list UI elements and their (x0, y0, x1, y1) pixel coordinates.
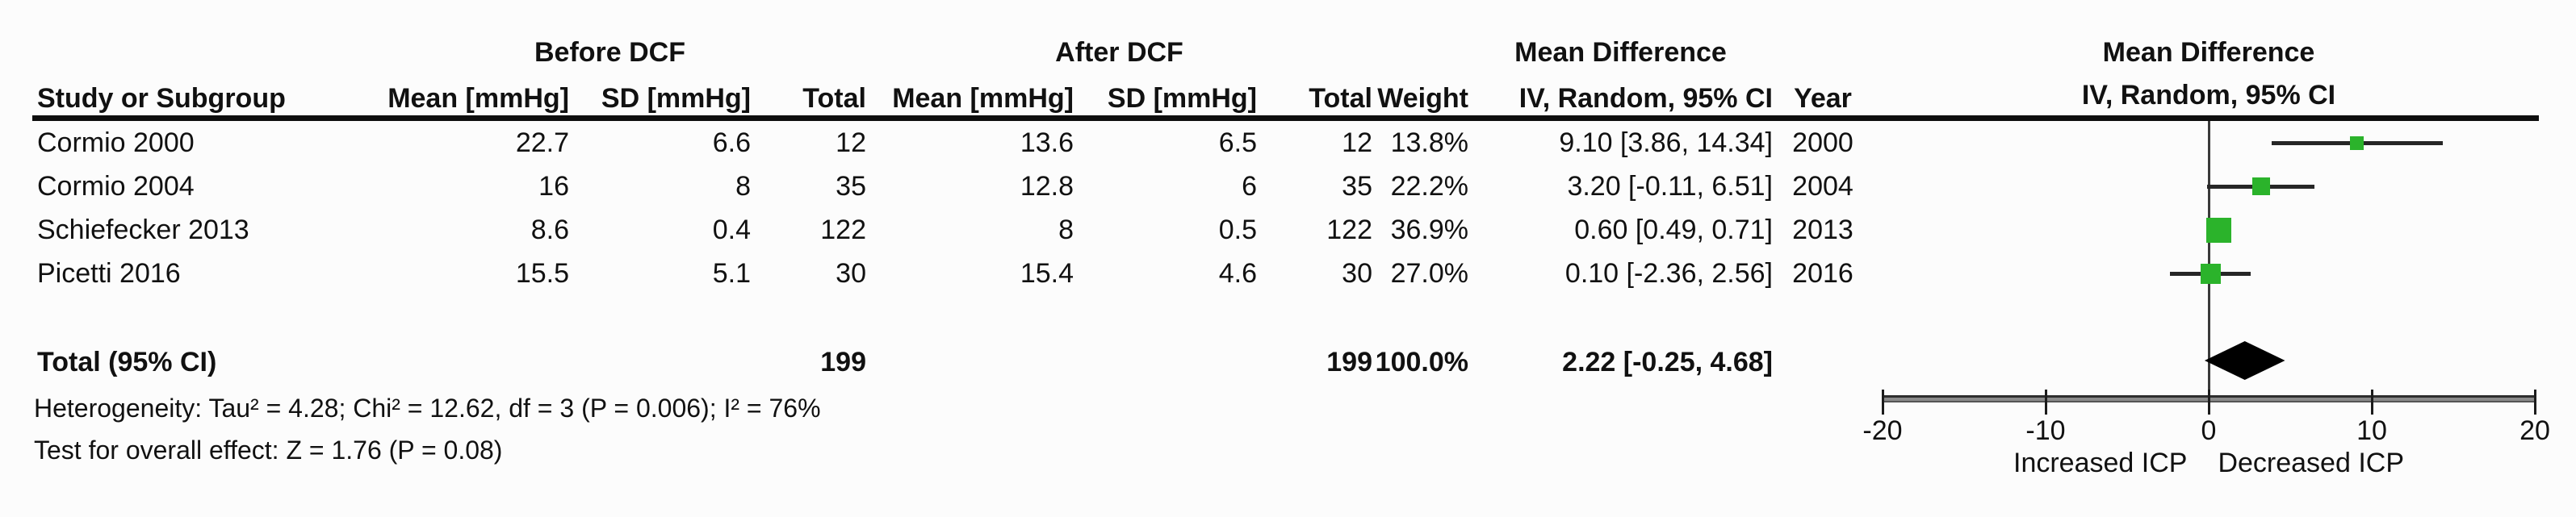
plot-header-line2: IV, Random, 95% CI (2081, 80, 2336, 110)
study-rows: Cormio 2000 22.7 6.6 12 13.6 6.5 12 13.8% 9.10 [… (32, 121, 1873, 295)
study-row: Cormio 2000 22.7 6.6 12 13.6 6.5 12 13.8% 9.10 [… (32, 121, 1873, 165)
axis-tick-label: -10 (2025, 415, 2066, 446)
cell-study: Cormio 2004 (37, 171, 195, 202)
cell-weight: 27.0% (1390, 258, 1468, 289)
axis-tick (2534, 390, 2536, 415)
cell-year: 2013 (1792, 215, 1853, 245)
total-label: Total (95% CI) (37, 347, 217, 377)
effect-square (2200, 263, 2221, 284)
axis-tick (2371, 390, 2373, 415)
label-increased-icp: Increased ICP (2013, 448, 2188, 478)
cell-b_sd: 5.1 (712, 258, 751, 289)
col-header-after-mean: Mean [mmHg] (892, 83, 1074, 114)
cell-b_mean: 16 (538, 171, 569, 202)
effect-square (2350, 136, 2364, 150)
axis-tick-label: 20 (2519, 415, 2550, 446)
cell-b_sd: 8 (735, 171, 751, 202)
plot-header: Mean Difference IV, Random, 95% CI (1883, 29, 2535, 115)
cell-b_total: 30 (836, 258, 866, 289)
axis-tick-label: -20 (1862, 415, 1903, 446)
effect-square (2205, 217, 2231, 243)
cell-study: Schiefecker 2013 (37, 215, 249, 245)
total-weight: 100.0% (1375, 347, 1468, 377)
cell-a_total: 122 (1326, 215, 1372, 245)
cell-a_mean: 8 (1058, 215, 1074, 245)
col-header-after-total: Total (1309, 83, 1372, 114)
group-header-row: Before DCF After DCF Mean Difference (32, 29, 1873, 76)
group-header-before-dcf: Before DCF (534, 37, 686, 68)
col-header-ci: IV, Random, 95% CI (1518, 83, 1773, 114)
axis-tick (1882, 390, 1884, 415)
study-row: Picetti 2016 15.5 5.1 30 15.4 4.6 30 27.0% 0.10 … (32, 252, 1873, 295)
axis-tick (2208, 390, 2210, 415)
plot-header-line1: Mean Difference (2102, 37, 2315, 68)
cell-study: Cormio 2000 (37, 127, 195, 158)
cell-a_mean: 12.8 (1020, 171, 1074, 202)
study-row: Schiefecker 2013 8.6 0.4 122 8 0.5 122 36.9% 0.6… (32, 208, 1873, 252)
cell-a_total: 35 (1342, 171, 1372, 202)
cell-year: 2000 (1792, 127, 1853, 158)
cell-b_mean: 22.7 (515, 127, 569, 158)
col-header-before-mean: Mean [mmHg] (387, 83, 569, 114)
cell-b_mean: 15.5 (515, 258, 569, 289)
total-ci: 2.22 [-0.25, 4.68] (1562, 347, 1773, 377)
header-divider-rule (32, 115, 2539, 121)
heterogeneity-stats: Heterogeneity: Tau² = 4.28; Chi² = 12.62… (34, 394, 821, 423)
group-header-empty (1773, 29, 1873, 76)
meta-analysis-table: Before DCF After DCF Mean Difference Stu… (32, 29, 1873, 384)
zero-reference-line (2208, 121, 2210, 403)
cell-b_sd: 0.4 (712, 215, 751, 245)
cell-a_sd: 6.5 (1218, 127, 1257, 158)
cell-year: 2016 (1792, 258, 1853, 289)
cell-weight: 13.8% (1390, 127, 1468, 158)
cell-b_sd: 6.6 (712, 127, 751, 158)
cell-a_mean: 15.4 (1020, 258, 1074, 289)
effect-square (2251, 177, 2270, 195)
group-header-mean-difference: Mean Difference (1514, 37, 1727, 68)
cell-weight: 22.2% (1390, 171, 1468, 202)
study-row: Cormio 2004 16 8 35 12.8 6 35 22.2% 3.20 [-0.11,… (32, 165, 1873, 208)
cell-study: Picetti 2016 (37, 258, 181, 289)
cell-ci: 0.10 [-2.36, 2.56] (1564, 258, 1773, 289)
cell-b_mean: 8.6 (530, 215, 569, 245)
col-header-weight: Weight (1377, 83, 1468, 114)
column-header-row: Study or Subgroup Mean [mmHg] SD [mmHg] … (32, 76, 1873, 121)
overall-effect-stats: Test for overall effect: Z = 1.76 (P = 0… (34, 436, 503, 465)
col-header-year: Year (1794, 83, 1852, 114)
axis-tick-label: 0 (2201, 415, 2217, 446)
cell-b_total: 12 (836, 127, 866, 158)
cell-ci: 0.60 [0.49, 0.71] (1574, 215, 1773, 245)
cell-a_sd: 0.5 (1218, 215, 1257, 245)
group-header-empty (1372, 29, 1468, 76)
axis-tick-label: 10 (2356, 415, 2387, 446)
axis-direction-labels: Increased ICP Decreased ICP (2013, 448, 2404, 477)
cell-year: 2004 (1792, 171, 1853, 202)
cell-weight: 36.9% (1390, 215, 1468, 245)
group-header-after-dcf: After DCF (1055, 37, 1183, 68)
total-after-n: 199 (1326, 347, 1372, 377)
col-header-before-sd: SD [mmHg] (601, 83, 751, 114)
cell-b_total: 122 (820, 215, 866, 245)
group-header-empty (32, 29, 354, 76)
col-header-study: Study or Subgroup (37, 83, 286, 114)
total-before-n: 199 (820, 347, 866, 377)
cell-ci: 3.20 [-0.11, 6.51] (1567, 171, 1773, 202)
cell-ci: 9.10 [3.86, 14.34] (1559, 127, 1773, 158)
cell-a_sd: 6 (1242, 171, 1257, 202)
cell-a_mean: 13.6 (1020, 127, 1074, 158)
pooled-effect-diamond (2204, 341, 2285, 380)
cell-a_total: 30 (1342, 258, 1372, 289)
col-header-before-total: Total (802, 83, 866, 114)
axis-tick (2045, 390, 2047, 415)
cell-a_sd: 4.6 (1218, 258, 1257, 289)
label-decreased-icp: Decreased ICP (2218, 448, 2404, 478)
col-header-after-sd: SD [mmHg] (1107, 83, 1257, 114)
cell-b_total: 35 (836, 171, 866, 202)
total-row: Total (95% CI) 199 199 100.0% 2.22 [-0.2… (32, 340, 1873, 384)
cell-a_total: 12 (1342, 127, 1372, 158)
spacer-row (32, 295, 1873, 340)
